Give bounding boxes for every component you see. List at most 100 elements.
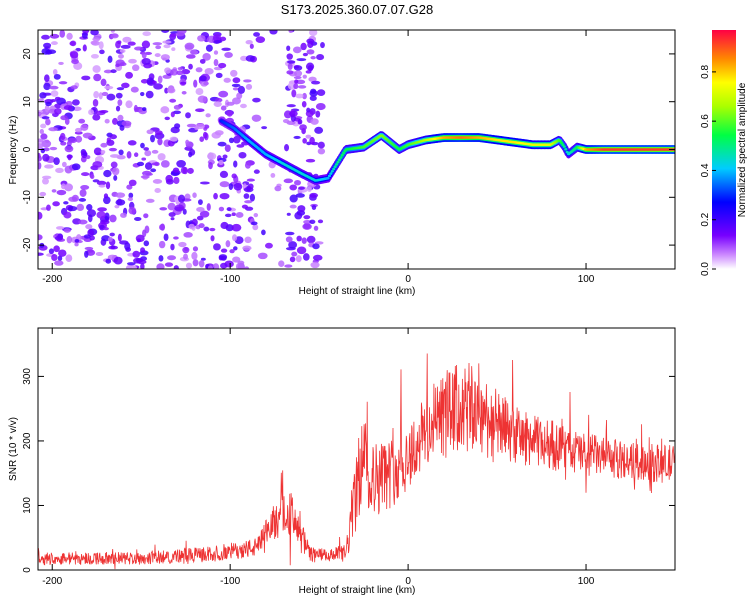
noise-cell — [153, 83, 163, 90]
noise-cell — [298, 186, 305, 190]
noise-cell — [185, 262, 193, 269]
noise-cell — [49, 146, 58, 151]
noise-cell — [141, 157, 147, 161]
noise-cell — [50, 90, 59, 97]
noise-cell — [238, 151, 247, 159]
noise-cell — [226, 207, 232, 212]
noise-cell — [150, 168, 157, 173]
noise-cell — [296, 58, 307, 62]
ridge-core — [326, 176, 330, 180]
noise-cell — [131, 265, 138, 269]
noise-cell — [151, 162, 159, 166]
noise-cell — [103, 196, 111, 205]
colorbar-tick-label: 0.8 — [700, 64, 711, 78]
noise-cell — [157, 75, 163, 84]
noise-cell — [310, 118, 319, 125]
noise-cell — [132, 64, 140, 72]
noise-cell — [109, 154, 120, 158]
noise-cell — [115, 92, 123, 99]
noise-cell — [313, 225, 319, 231]
noise-cell — [59, 30, 66, 38]
noise-cell — [58, 61, 64, 65]
noise-cell — [265, 242, 273, 249]
noise-cell — [305, 158, 316, 163]
noise-cell — [167, 255, 177, 261]
noise-cell — [217, 141, 227, 147]
noise-cell — [309, 95, 317, 101]
noise-cell — [134, 216, 142, 221]
noise-cell — [110, 33, 119, 39]
noise-cell — [282, 118, 290, 124]
noise-cell — [46, 49, 57, 55]
noise-cell — [88, 109, 95, 116]
ridge-core — [561, 143, 565, 147]
noise-cell — [143, 240, 150, 247]
colorbar: 0.0 0.2 0.4 0.6 0.8 Normalized spectral ampl… — [700, 30, 748, 276]
noise-cell — [253, 169, 260, 174]
noise-cell — [226, 110, 233, 117]
noise-cell — [103, 193, 109, 199]
noise-cell — [60, 141, 67, 146]
noise-cell — [185, 112, 191, 119]
noise-cell — [202, 52, 211, 61]
noise-cell — [63, 228, 71, 233]
noise-cell — [173, 104, 182, 110]
noise-cell — [294, 79, 299, 84]
noise-cell — [283, 178, 294, 184]
noise-cell — [188, 223, 195, 230]
noise-cell — [306, 235, 316, 244]
noise-cell — [120, 212, 127, 218]
noise-cell — [303, 215, 311, 220]
noise-cell — [244, 266, 250, 269]
noise-cell — [294, 70, 303, 77]
noise-cell — [294, 211, 303, 220]
noise-cell — [244, 162, 251, 169]
noise-cell — [172, 167, 180, 173]
noise-cell — [38, 211, 43, 220]
noise-cell — [111, 167, 120, 176]
noise-cell — [309, 136, 315, 145]
noise-cell — [308, 30, 318, 37]
noise-cell — [40, 123, 47, 129]
noise-cell — [108, 147, 118, 152]
noise-cell — [80, 185, 90, 190]
x-tick-label: 0 — [405, 274, 411, 285]
noise-cell — [158, 240, 166, 249]
noise-cell — [103, 227, 109, 231]
noise-cell — [181, 90, 187, 95]
noise-cell — [225, 240, 231, 248]
noise-cell — [164, 67, 172, 74]
noise-cell — [185, 139, 190, 145]
x-tick-label: 0 — [405, 576, 411, 587]
noise-cell — [252, 224, 259, 231]
noise-cell — [107, 236, 113, 242]
noise-cell — [196, 206, 205, 212]
noise-cell — [196, 123, 205, 130]
noise-cell — [140, 91, 145, 97]
noise-cell — [90, 174, 95, 180]
noise-cell — [38, 234, 43, 241]
noise-cell — [302, 52, 308, 57]
x-tick-label: 100 — [578, 576, 595, 587]
noise-cell — [219, 170, 229, 179]
colorbar-tick-label: 0.6 — [700, 114, 711, 128]
noise-cell — [199, 58, 206, 64]
noise-cell — [115, 105, 121, 112]
noise-cell — [171, 47, 176, 52]
noise-cell — [109, 232, 115, 237]
noise-cell — [125, 71, 133, 79]
noise-cell — [155, 45, 162, 50]
y-tick-label: 0 — [22, 567, 33, 573]
noise-cell — [84, 250, 89, 258]
noise-cell — [233, 135, 241, 144]
noise-cell — [257, 252, 268, 260]
noise-cell — [82, 132, 93, 139]
noise-cell — [119, 49, 126, 54]
noise-cell — [44, 164, 54, 169]
colorbar-ticks: 0.0 0.2 0.4 0.6 0.8 — [700, 64, 716, 276]
noise-cell — [45, 118, 51, 126]
noise-cell — [103, 169, 112, 178]
noise-cell — [286, 70, 294, 75]
ridge-core — [564, 147, 568, 151]
